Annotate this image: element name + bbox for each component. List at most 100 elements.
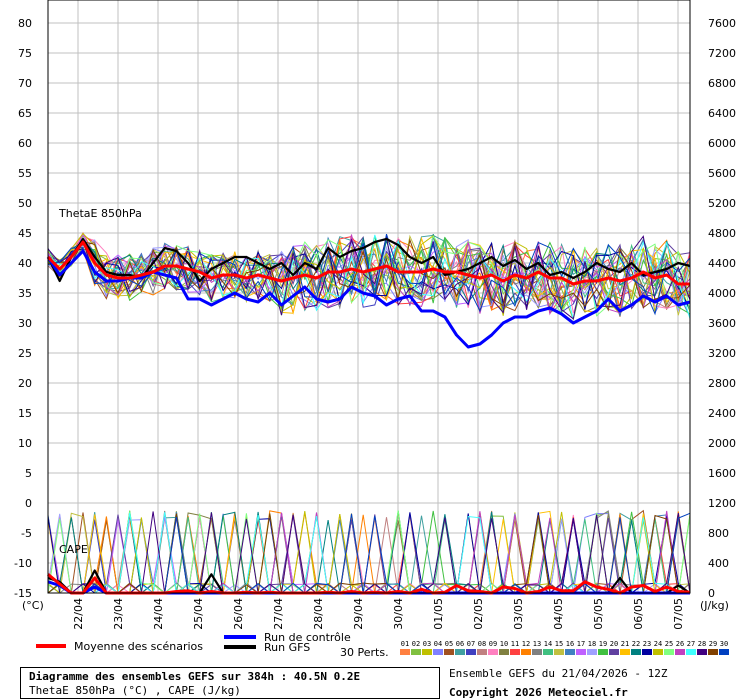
right-tick-label: 7200: [708, 47, 736, 60]
pert-legend-swatch: [620, 649, 630, 655]
pert-legend-swatch: [521, 649, 531, 655]
pert-legend-swatch: [477, 649, 487, 655]
pert-legend-number: 23: [643, 640, 651, 648]
right-tick-label: 2800: [708, 377, 736, 390]
left-tick-label: 45: [18, 227, 32, 240]
x-tick-label: 26/04: [232, 598, 245, 630]
pert-legend-number: 03: [423, 640, 431, 648]
right-tick-label: 3600: [708, 317, 736, 330]
legend-gfs-label: Run GFS: [264, 641, 310, 654]
left-tick-label: 60: [18, 137, 32, 150]
pert-legend-number: 17: [577, 640, 585, 648]
footer-subtitle: ThetaE 850hPa (°C) , CAPE (J/kg): [29, 684, 241, 697]
right-tick-label: 6800: [708, 77, 736, 90]
left-tick-label: -15: [14, 587, 32, 600]
legend-control-label: Run de contrôle: [264, 631, 351, 644]
pert-legend-swatch: [697, 649, 707, 655]
right-tick-label: 4800: [708, 227, 736, 240]
pert-legend-number: 07: [467, 640, 475, 648]
x-tick-label: 23/04: [112, 598, 125, 630]
right-tick-label: 4400: [708, 257, 736, 270]
right-tick-label: 1200: [708, 497, 736, 510]
right-tick-label: 6400: [708, 107, 736, 120]
pert-legend-number: 08: [478, 640, 486, 648]
pert-legend-number: 13: [533, 640, 541, 648]
x-tick-label: 06/05: [632, 598, 645, 630]
pert-legend-swatch: [499, 649, 509, 655]
left-tick-label: -5: [21, 527, 32, 540]
pert-legend-swatch: [466, 649, 476, 655]
right-tick-label: 1600: [708, 467, 736, 480]
pert-legend-swatch: [631, 649, 641, 655]
left-tick-label: 20: [18, 377, 32, 390]
pert-legend-number: 14: [544, 640, 552, 648]
x-tick-label: 22/04: [72, 598, 85, 630]
pert-legend-swatch: [532, 649, 542, 655]
pert-legend-number: 06: [456, 640, 464, 648]
right-tick-label: 2400: [708, 407, 736, 420]
pert-legend-swatch: [411, 649, 421, 655]
right-tick-label: 4000: [708, 287, 736, 300]
left-tick-label: 55: [18, 167, 32, 180]
pert-legend-number: 18: [588, 640, 596, 648]
x-tick-label: 29/04: [352, 598, 365, 630]
left-tick-label: 25: [18, 347, 32, 360]
x-tick-label: 07/05: [672, 598, 685, 630]
pert-legend-swatch: [554, 649, 564, 655]
left-tick-label: 75: [18, 47, 32, 60]
x-tick-label: 27/04: [272, 598, 285, 630]
pert-legend-number: 11: [511, 640, 519, 648]
mean-thetae-line: [46, 240, 690, 286]
pert-legend-swatch: [719, 649, 729, 655]
left-tick-label: 30: [18, 317, 32, 330]
pert-legend-swatch: [686, 649, 696, 655]
legend: Moyenne des scénarios Run de contrôle Ru…: [36, 631, 729, 659]
footer-copyright: Copyright 2026 Meteociel.fr: [449, 686, 628, 699]
pert-legend-number: 30: [720, 640, 728, 648]
pert-legend-number: 22: [632, 640, 640, 648]
pert-legend-number: 10: [500, 640, 508, 648]
plot-frame: [47, 0, 691, 594]
left-tick-label: 0: [25, 497, 32, 510]
pert-legend-number: 12: [522, 640, 530, 648]
pert-legend-swatch: [642, 649, 652, 655]
x-tick-label: 24/04: [152, 598, 165, 630]
perturbation-legend: 01 02 03 04 05 06 07 08 09 10 11 12 13 14 15 16 17 18 19 20…: [400, 640, 729, 655]
pert-legend-swatch: [488, 649, 498, 655]
cape-annotation: CAPE: [59, 543, 88, 556]
legend-mean-label: Moyenne des scénarios: [74, 640, 203, 653]
left-tick-label: 10: [18, 437, 32, 450]
left-tick-label: 35: [18, 287, 32, 300]
pert-legend-number: 20: [610, 640, 618, 648]
right-tick-label: 6000: [708, 137, 736, 150]
right-axis-ticks: 7600720068006400600056005200480044004000…: [708, 17, 736, 600]
pert-legend-number: 29: [709, 640, 717, 648]
left-tick-label: 15: [18, 407, 32, 420]
x-tick-label: 01/05: [432, 598, 445, 630]
right-tick-label: 800: [708, 527, 729, 540]
pert-legend-swatch: [433, 649, 443, 655]
pert-legend-swatch: [565, 649, 575, 655]
pert-legend-number: 26: [676, 640, 684, 648]
pert-legend-swatch: [422, 649, 432, 655]
pert-legend-swatch: [653, 649, 663, 655]
pert-legend-number: 16: [566, 640, 574, 648]
pert-legend-number: 09: [489, 640, 497, 648]
x-tick-label: 25/04: [192, 598, 205, 630]
pert-legend-number: 21: [621, 640, 629, 648]
gfs-thetae-line: [47, 237, 691, 283]
pert-legend-number: 25: [665, 640, 673, 648]
pert-legend-number: 05: [445, 640, 453, 648]
perturbation-thetae-line: [47, 235, 691, 317]
pert-legend-swatch: [444, 649, 454, 655]
x-tick-label: 28/04: [312, 598, 325, 630]
x-tick-label: 02/05: [472, 598, 485, 630]
left-tick-label: 5: [25, 467, 32, 480]
x-tick-label: 04/05: [552, 598, 565, 630]
right-tick-label: 5200: [708, 197, 736, 210]
pert-legend-swatch: [576, 649, 586, 655]
pert-legend-swatch: [587, 649, 597, 655]
pert-legend-swatch: [400, 649, 410, 655]
pert-legend-swatch: [609, 649, 619, 655]
